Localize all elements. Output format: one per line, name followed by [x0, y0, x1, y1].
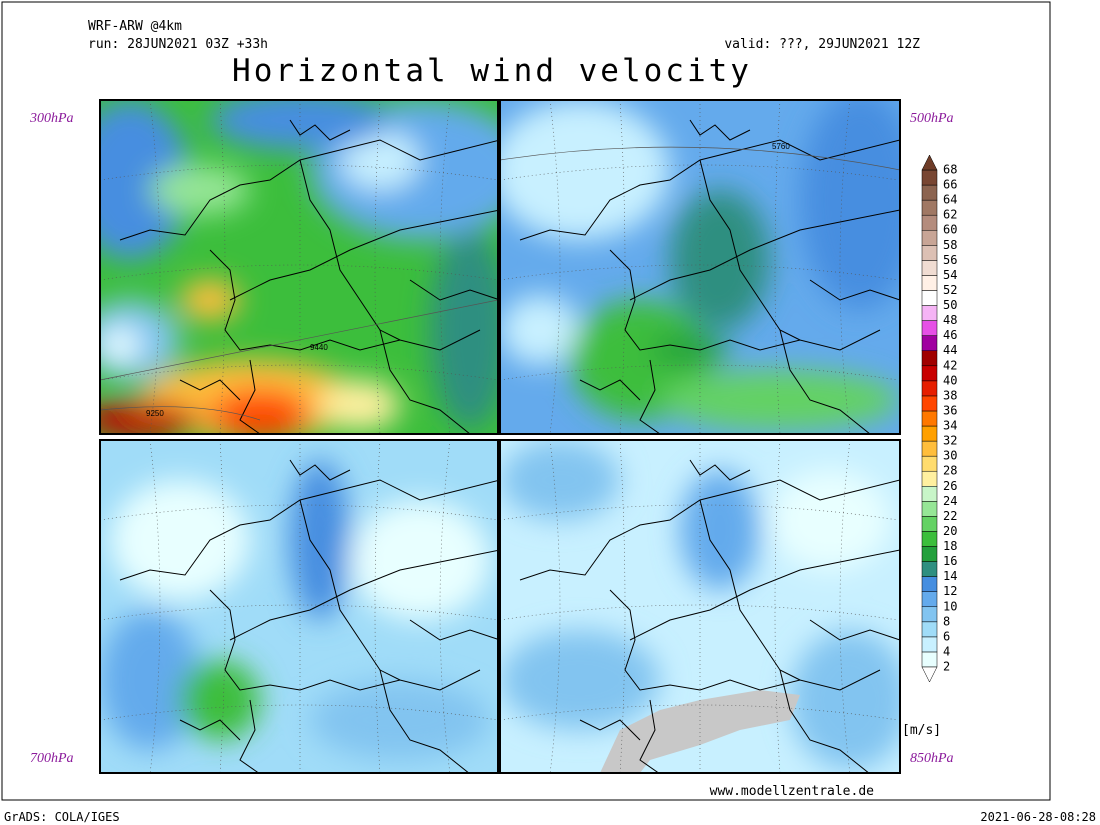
title: Horizontal wind velocity [232, 53, 752, 89]
page-frame [1, 1, 1051, 801]
contour-label: 9250 [146, 409, 164, 418]
colorbar-level: 34 [943, 419, 957, 433]
timestamp: 2021-06-28-08:28 [980, 810, 1096, 824]
colorbar-swatch [921, 214, 938, 231]
colorbar-level: 40 [943, 373, 957, 387]
colorbar-level: 68 [943, 163, 957, 177]
run: run: 28JUN2021 03Z +33h [88, 37, 268, 52]
panel-level: 300hPa [29, 111, 74, 126]
colorbar-swatch [921, 335, 938, 351]
colorbar-level: 16 [943, 554, 957, 568]
colorbar-swatch [921, 245, 938, 261]
colorbar-swatch [921, 184, 938, 201]
colorbar-level: 32 [943, 434, 957, 448]
colorbar-swatch [921, 531, 938, 547]
colorbar-swatch [921, 546, 938, 562]
colorbar-swatch [921, 169, 938, 186]
colorbar-above [921, 154, 938, 171]
colorbar-swatch [921, 455, 938, 472]
colorbar-swatch [921, 199, 938, 216]
colorbar-swatch [921, 591, 938, 608]
colorbar-swatch [921, 501, 938, 517]
colorbar-swatch [921, 260, 938, 276]
panel-frame [99, 439, 499, 774]
colorbar-level: 30 [943, 449, 957, 463]
colorbar-level: 10 [943, 599, 957, 613]
colorbar-level: 18 [943, 539, 957, 553]
colorbar-swatch [921, 320, 938, 336]
map-500hpa [500, 100, 900, 434]
panel-level: 500hPa [910, 111, 954, 126]
colorbar-level: 62 [943, 208, 957, 222]
colorbar-level: 24 [943, 494, 957, 508]
colorbar-level: 4 [943, 644, 950, 658]
colorbar-level: 60 [943, 223, 957, 237]
colorbar-level: 36 [943, 403, 957, 417]
colorbar-level: 64 [943, 193, 957, 207]
colorbar-swatch [921, 410, 938, 427]
map-300hpa [100, 100, 498, 434]
colorbar-swatch [921, 425, 938, 442]
contour-label: 5760 [772, 142, 790, 151]
colorbar-level: 48 [943, 313, 957, 327]
colorbar-swatch [921, 651, 938, 668]
map-850hpa [500, 440, 900, 773]
map-700hpa [100, 440, 498, 773]
colorbar-level: 38 [943, 388, 957, 402]
colorbar-level: 26 [943, 479, 957, 493]
colorbar-swatch [921, 636, 938, 653]
colorbar-below [921, 666, 938, 683]
contour-label: 9440 [310, 343, 328, 352]
colorbar-level: 52 [943, 283, 957, 297]
colorbar-swatch [921, 576, 938, 592]
panel-frame [99, 99, 499, 435]
colorbar: 2468101214161820222426283032343638404244… [921, 154, 957, 683]
colorbar-swatch [921, 229, 938, 246]
panel-frame [499, 99, 901, 435]
colorbar-level: 66 [943, 178, 957, 192]
colorbar-swatch [921, 516, 938, 532]
model: WRF-ARW @4km [88, 19, 182, 34]
colorbar-swatch [921, 561, 938, 577]
url: www.modellzentrale.de [710, 784, 875, 799]
colorbar-swatch [921, 380, 938, 397]
colorbar-swatch [921, 365, 938, 382]
colorbar-level: 6 [943, 629, 950, 643]
valid: valid: ???, 29JUN2021 12Z [724, 37, 920, 52]
colorbar-level: 14 [943, 569, 957, 583]
colorbar-unit: [m/s] [902, 723, 941, 738]
colorbar-level: 42 [943, 358, 957, 372]
panel-level: 850hPa [910, 751, 954, 766]
colorbar-level: 56 [943, 253, 957, 267]
colorbar-level: 50 [943, 298, 957, 312]
colorbar-swatch [921, 606, 938, 623]
colorbar-swatch [921, 290, 938, 306]
colorbar-swatch [921, 486, 938, 502]
colorbar-swatch [921, 305, 938, 321]
colorbar-swatch [921, 275, 938, 291]
colorbar-level: 2 [943, 660, 950, 674]
software: GrADS: COLA/IGES [4, 810, 120, 824]
colorbar-level: 12 [943, 584, 957, 598]
colorbar-level: 20 [943, 524, 957, 538]
colorbar-swatch [921, 621, 938, 638]
panel-frame [499, 439, 901, 774]
colorbar-level: 22 [943, 509, 957, 523]
colorbar-level: 54 [943, 268, 957, 282]
colorbar-swatch [921, 440, 938, 457]
colorbar-level: 8 [943, 614, 950, 628]
colorbar-level: 58 [943, 238, 957, 252]
panel-level: 700hPa [30, 751, 74, 766]
colorbar-swatch [921, 470, 938, 487]
colorbar-swatch [921, 350, 938, 367]
colorbar-swatch [921, 395, 938, 412]
colorbar-level: 28 [943, 464, 957, 478]
colorbar-level: 46 [943, 328, 957, 342]
colorbar-level: 44 [943, 343, 957, 357]
